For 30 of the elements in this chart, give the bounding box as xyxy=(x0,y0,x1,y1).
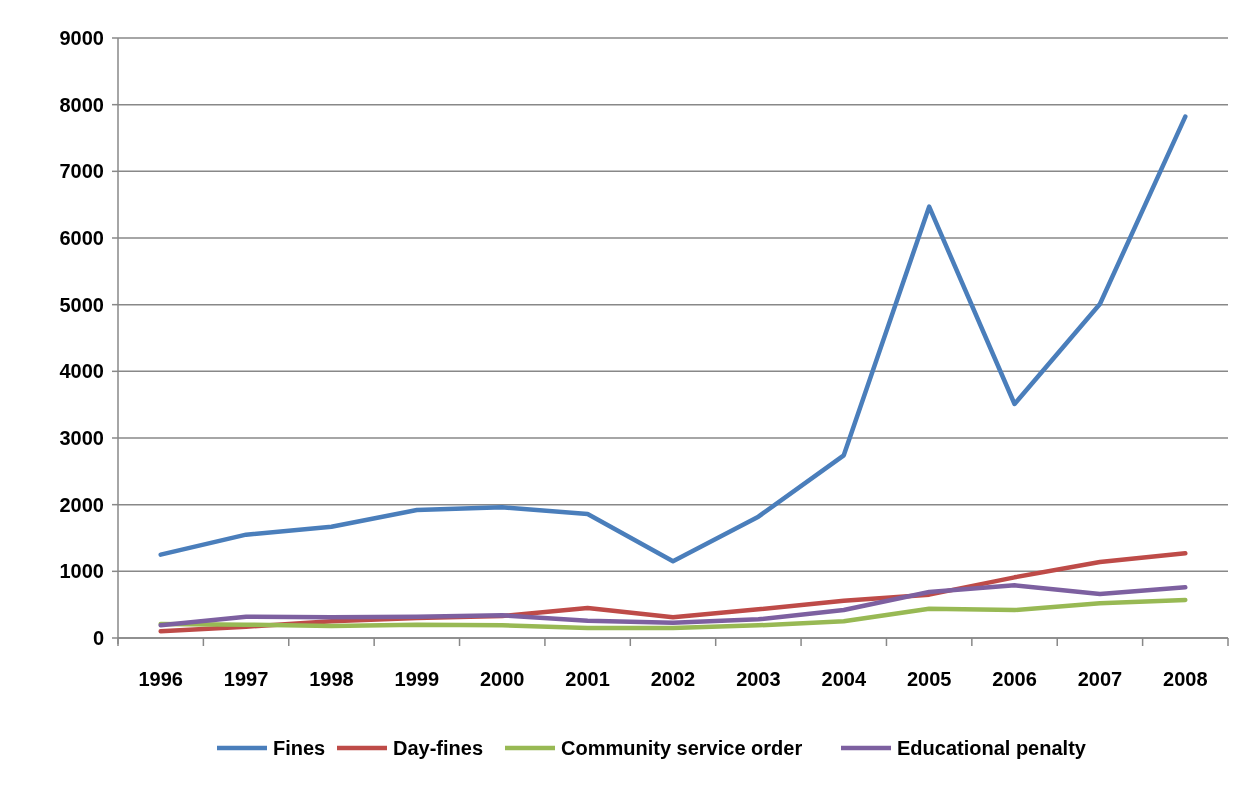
x-tick-label: 2005 xyxy=(906,668,952,690)
y-tick-label: 0 xyxy=(92,627,104,649)
line-series xyxy=(158,583,1188,628)
x-tick-label: 2000 xyxy=(479,668,525,690)
y-tick-label: 6000 xyxy=(59,227,104,249)
x-tick-label: 2006 xyxy=(992,668,1037,690)
y-tick-label: 2000 xyxy=(59,493,104,516)
y-tick-label: 5000 xyxy=(59,293,104,316)
legend-label: Fines xyxy=(273,737,326,759)
y-tick-label: 4000 xyxy=(59,360,104,383)
y-tick-label: 1000 xyxy=(59,560,104,583)
y-tick-label: 8000 xyxy=(59,93,104,116)
x-tick-label: 1996 xyxy=(138,668,183,690)
x-tick-label: 2004 xyxy=(821,668,867,690)
y-tick-label: 9000 xyxy=(59,27,104,49)
x-tick-label: 2002 xyxy=(650,668,696,690)
x-tick-label: 2007 xyxy=(1077,668,1123,690)
legend-label: Community service order xyxy=(561,737,803,759)
x-tick-label: 1999 xyxy=(394,668,440,690)
legend-label: Educational penalty xyxy=(897,737,1087,759)
x-tick-label: 2001 xyxy=(565,668,610,690)
line-series xyxy=(158,114,1188,564)
x-tick-label: 1998 xyxy=(309,668,354,690)
y-tick-label: 3000 xyxy=(59,427,104,449)
y-tick-label: 7000 xyxy=(59,160,104,183)
x-tick-label: 1997 xyxy=(223,668,269,690)
x-tick-label: 2003 xyxy=(736,668,781,690)
x-tick-label: 2008 xyxy=(1163,668,1208,690)
legend-label: Day-fines xyxy=(393,737,484,759)
line-series xyxy=(158,597,1188,631)
